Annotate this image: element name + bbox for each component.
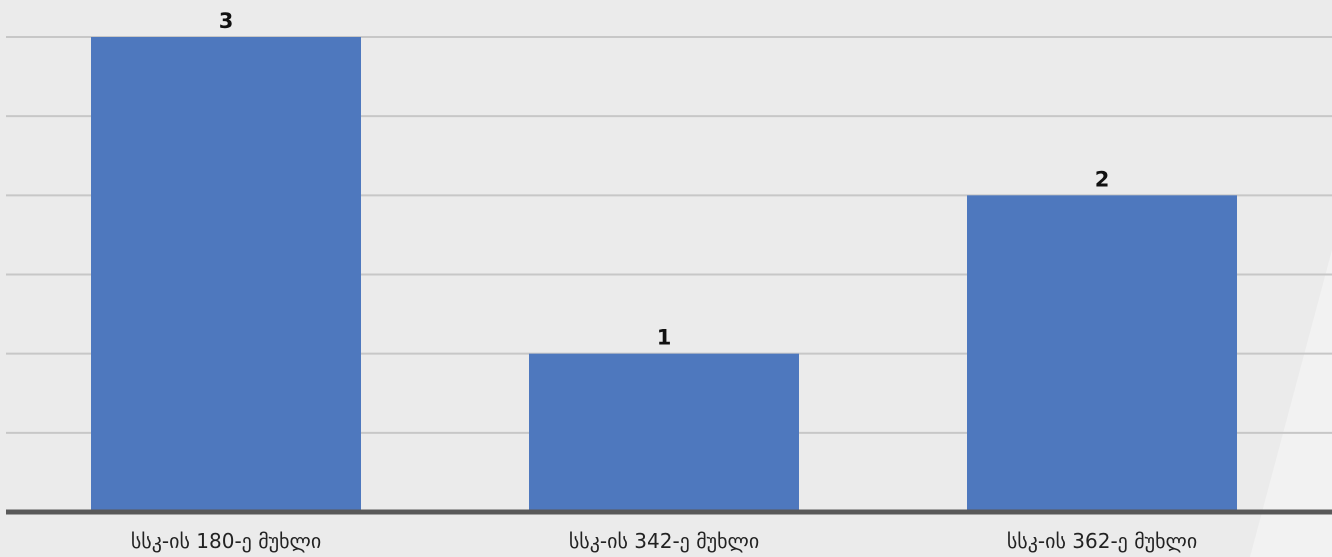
bars xyxy=(91,37,1237,513)
x-tick-labels: სსკ-ის 180-ე მუხლი სსკ-ის 342-ე მუხლი სსკ-… xyxy=(131,529,1197,553)
data-label-1: 1 xyxy=(657,326,672,350)
bar-1 xyxy=(529,353,799,512)
bar-2 xyxy=(967,195,1237,513)
x-tick-label-1: სსკ-ის 342-ე მუხლი xyxy=(569,529,759,553)
data-labels: 3 1 2 xyxy=(219,9,1110,350)
data-label-0: 3 xyxy=(219,9,234,33)
bar-0 xyxy=(91,37,361,512)
background-shading xyxy=(1250,250,1332,557)
data-label-2: 2 xyxy=(1095,167,1110,191)
x-tick-label-0: სსკ-ის 180-ე მუხლი xyxy=(131,529,321,553)
x-tick-label-2: სსკ-ის 362-ე მუხლი xyxy=(1007,529,1197,553)
